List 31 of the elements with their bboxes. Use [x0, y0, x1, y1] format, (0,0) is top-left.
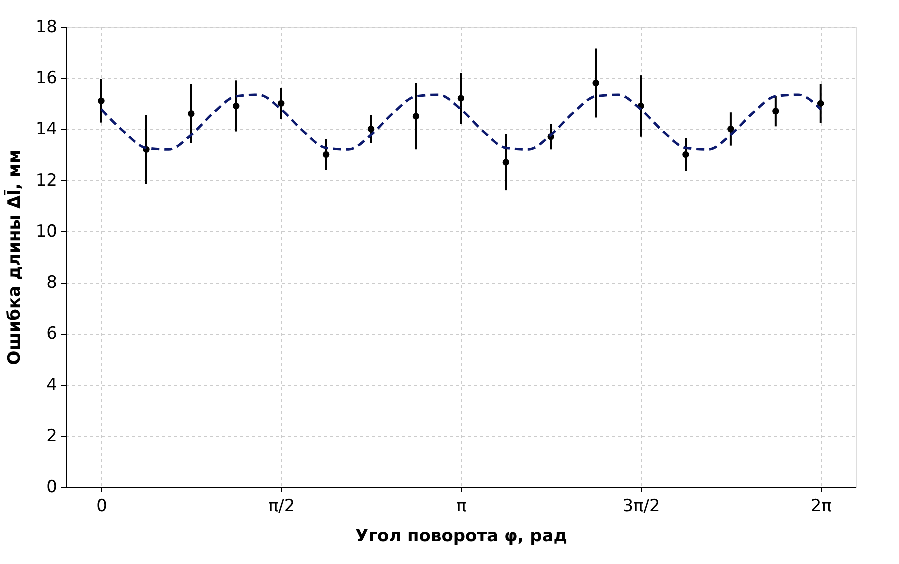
y-axis-title: Ошибка длины Δl̄, мм [4, 150, 25, 366]
point [458, 95, 465, 102]
point [233, 102, 240, 110]
y-tick-label: 12 [36, 170, 58, 191]
y-tick-label: 0 [46, 478, 58, 498]
point [682, 151, 690, 158]
y-tick-label: 18 [36, 18, 58, 38]
x-tick-label: 2π [810, 496, 832, 516]
point [728, 126, 734, 133]
y-tick-label: 2 [46, 426, 58, 446]
x-axis-title: Угол поворота φ, рад [355, 526, 568, 546]
y-tick-label: 8 [46, 273, 58, 294]
point [368, 126, 375, 133]
point [278, 100, 285, 108]
y-tick-label: 4 [46, 375, 58, 396]
y-tick-label: 16 [36, 68, 58, 89]
x-tick-label: π [456, 496, 467, 516]
point [412, 113, 420, 120]
point [322, 151, 330, 158]
y-tick-label: 6 [46, 324, 58, 344]
point [592, 80, 600, 87]
x-tick-label: 3π/2 [622, 496, 660, 516]
x-tick-label: 0 [96, 496, 108, 516]
point [188, 110, 195, 118]
point [772, 108, 780, 115]
point [818, 100, 824, 108]
y-tick-label: 14 [36, 120, 58, 140]
x-tick-label: π/2 [268, 496, 296, 516]
point [502, 159, 510, 166]
y-tick-label: 10 [36, 222, 58, 242]
point [98, 98, 105, 104]
